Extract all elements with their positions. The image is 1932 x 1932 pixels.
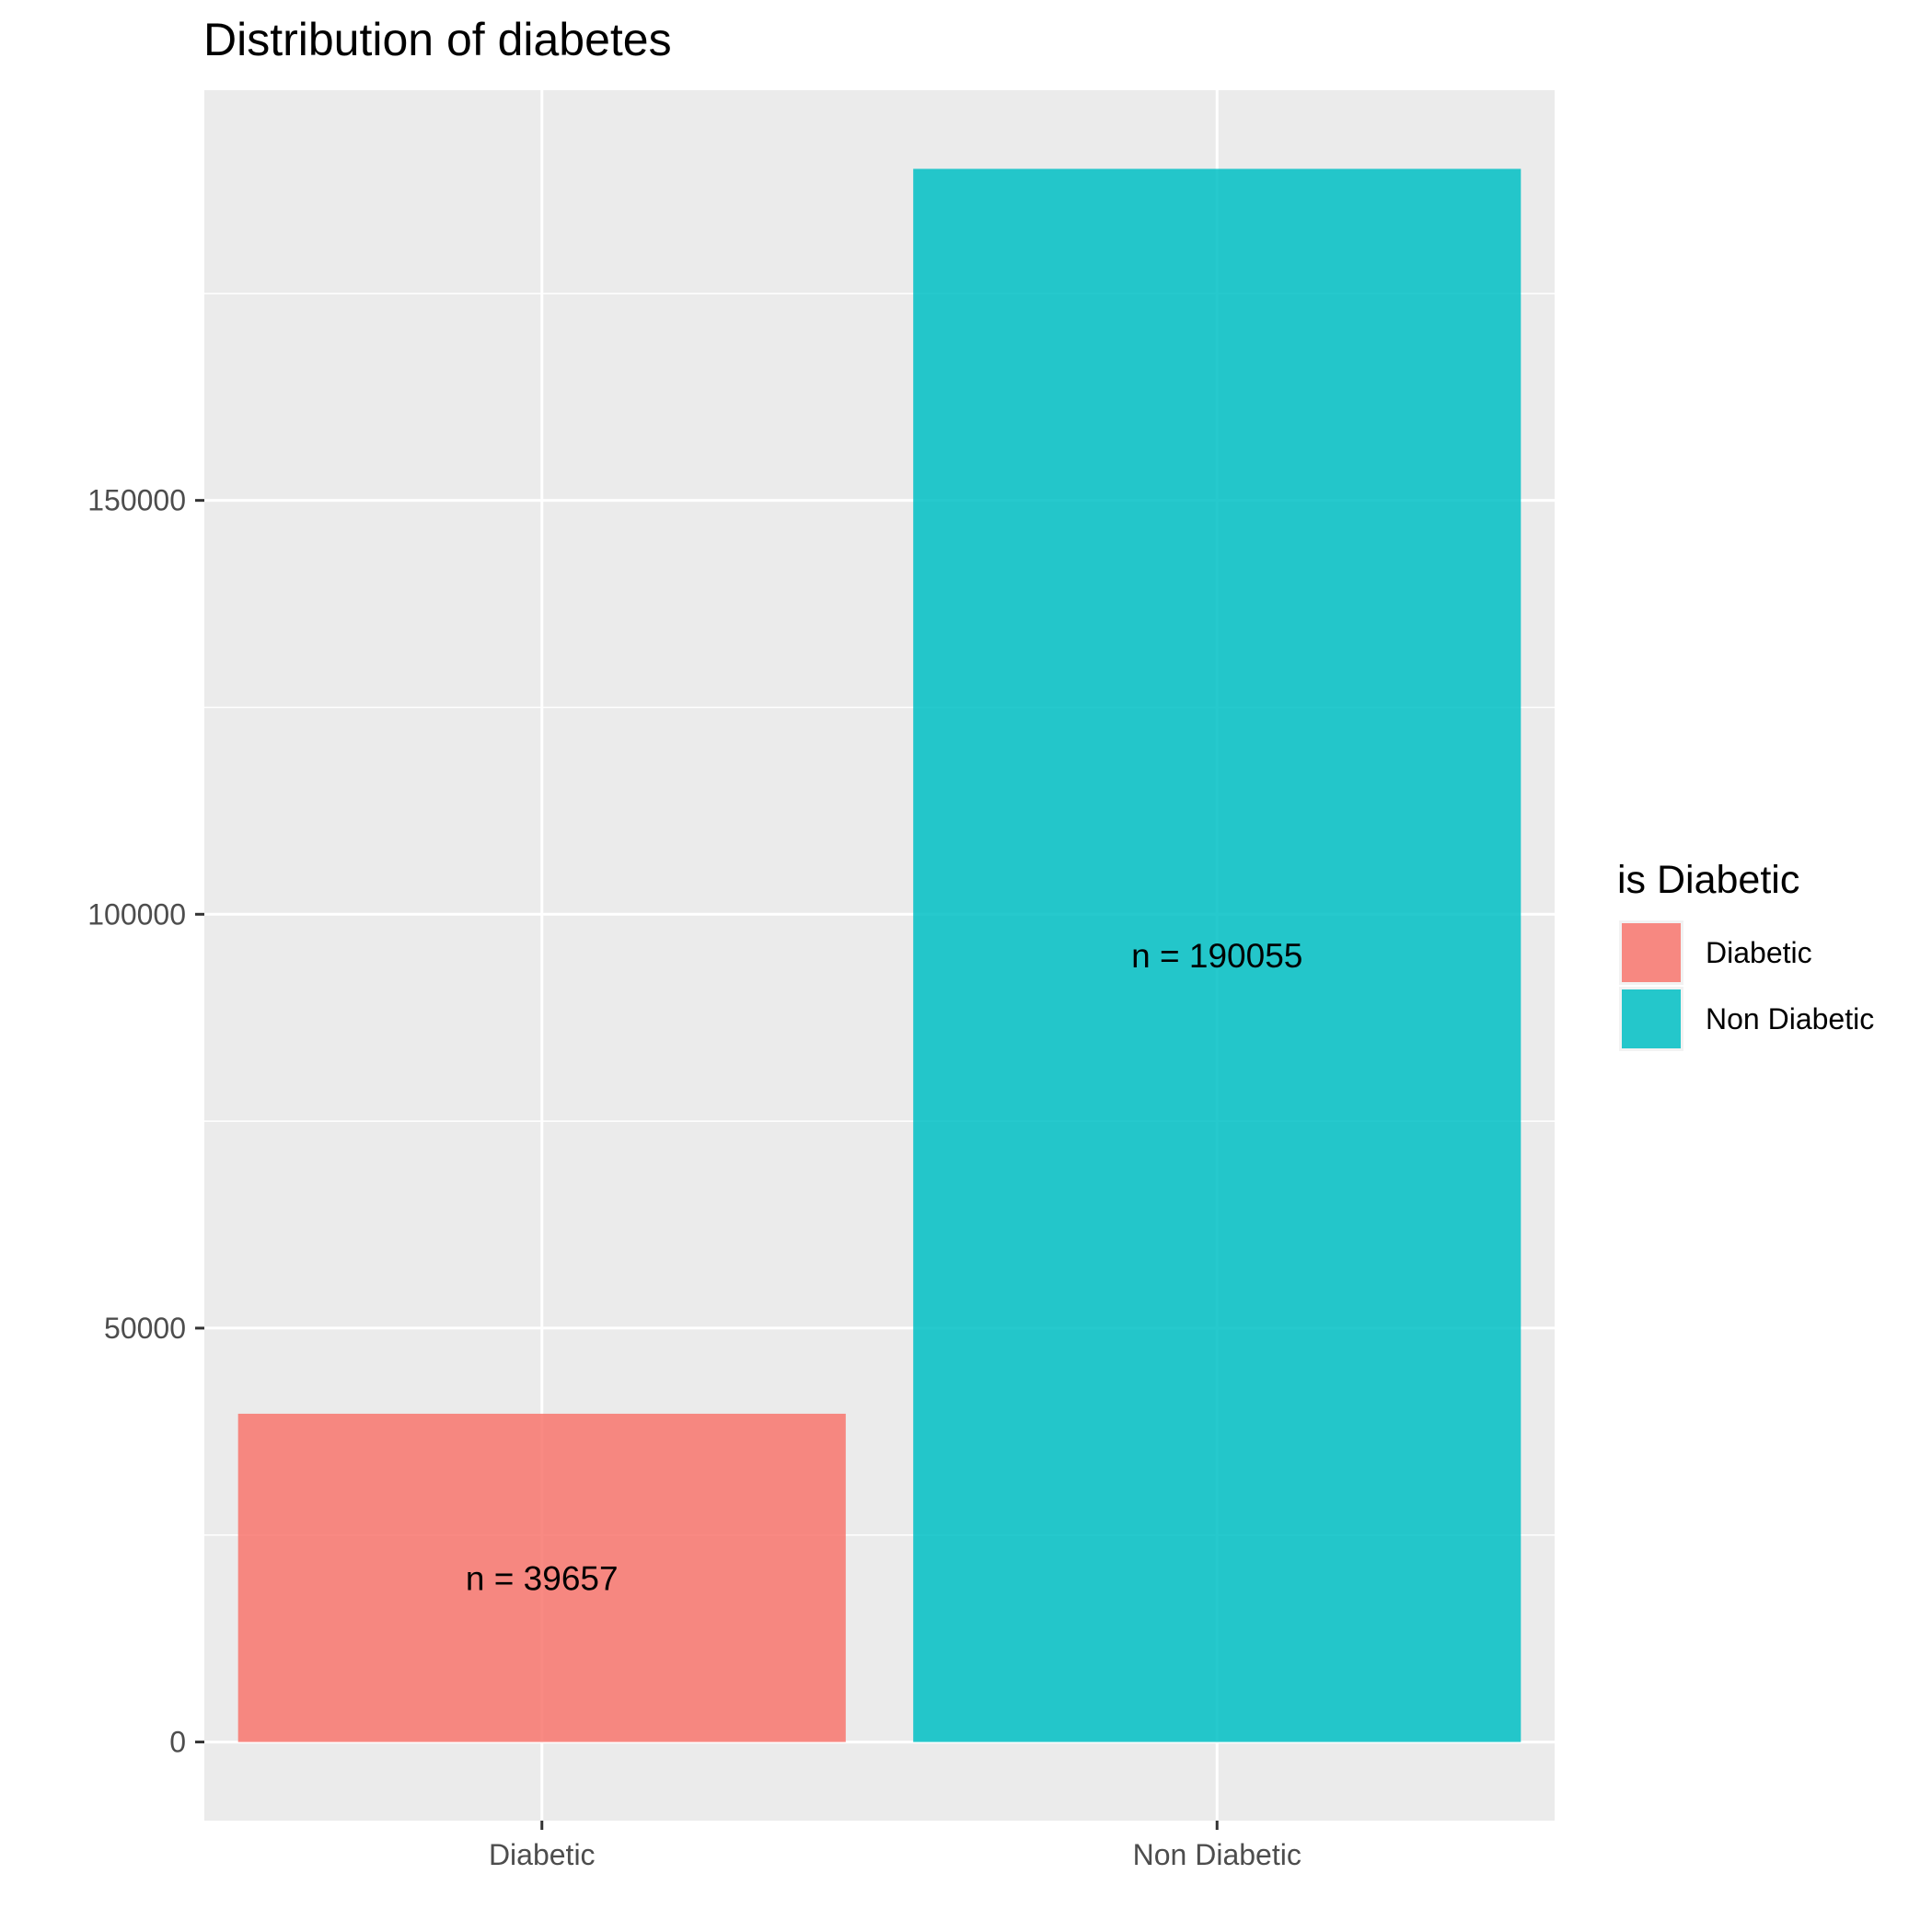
legend-label-diabetic: Diabetic [1706, 936, 1812, 969]
bars [237, 168, 1521, 1742]
bar-labels: n = 39657 n = 190055 [466, 937, 1302, 1597]
x-tick-label-diabetic: Diabetic [489, 1838, 596, 1871]
y-tick-label: 150000 [87, 484, 186, 517]
bar-diabetic [237, 1413, 846, 1742]
y-tick-label: 100000 [87, 897, 186, 931]
legend-swatch-diabetic [1622, 923, 1681, 982]
bar-value-label-diabetic: n = 39657 [466, 1559, 619, 1597]
bar-non-diabetic [913, 168, 1521, 1742]
x-axis: Diabetic Non Diabetic [489, 1821, 1301, 1871]
x-tick-label-non-diabetic: Non Diabetic [1133, 1838, 1301, 1871]
legend: is Diabetic Diabetic Non Diabetic [1617, 858, 1874, 1051]
legend-label-non-diabetic: Non Diabetic [1706, 1002, 1874, 1035]
y-axis: 0 50000 100000 150000 [87, 484, 204, 1759]
chart-title: Distribution of diabetes [203, 14, 672, 65]
legend-swatch-non-diabetic [1622, 989, 1681, 1048]
legend-title: is Diabetic [1617, 858, 1799, 902]
bar-value-label-non-diabetic: n = 190055 [1131, 937, 1302, 975]
y-tick-label: 0 [169, 1726, 186, 1759]
y-tick-label: 50000 [104, 1312, 186, 1345]
